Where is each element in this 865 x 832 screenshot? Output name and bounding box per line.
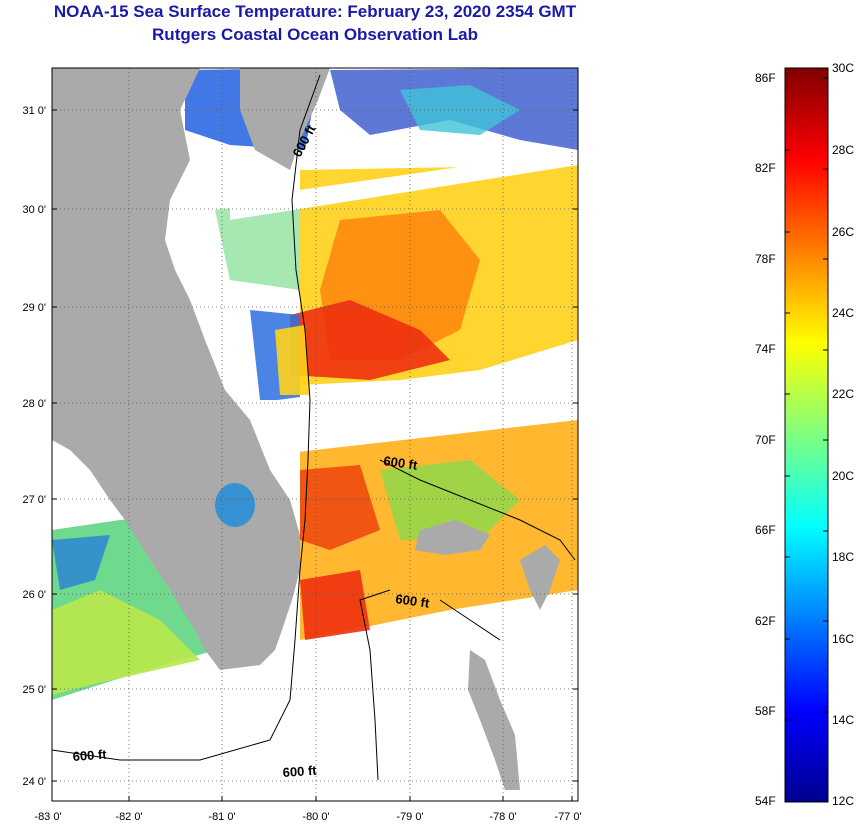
isobath-line-andros <box>439 599 501 641</box>
contour-label-bottom: 600 ft <box>282 763 318 780</box>
florida-panhandle <box>52 68 200 300</box>
abaco <box>520 545 560 610</box>
colorbar-f-86: 86F <box>755 71 776 85</box>
lon-label-82: -82 0' <box>115 811 142 823</box>
isobath-contour <box>52 74 576 781</box>
sst-patch-nw-green <box>215 200 300 290</box>
axis-ticks <box>52 109 578 801</box>
colorbar-c-30: 30C <box>832 61 855 75</box>
lat-label-30: 30 0' <box>22 204 46 216</box>
colorbar-c-16: 16C <box>832 632 855 646</box>
isobath-line-west <box>52 74 321 761</box>
lon-label-80: -80 0' <box>302 811 329 823</box>
lat-label-29: 29 0' <box>22 302 46 314</box>
lon-label-78: -78 0' <box>489 811 516 823</box>
colorbar-c-18: 18C <box>832 550 855 564</box>
andros <box>468 650 520 790</box>
map-title: NOAA-15 Sea Surface Temperature: Februar… <box>53 2 577 21</box>
map-frame <box>51 67 579 802</box>
colorbar-c-26: 26C <box>832 225 855 239</box>
contour-label-south: 600 ft <box>395 591 431 611</box>
colorbar-f-58: 58F <box>755 704 776 718</box>
colorbar-c-24: 24C <box>832 306 855 320</box>
colorbar-f-62: 62F <box>755 614 776 628</box>
grand-bahama <box>415 520 490 555</box>
lake-okeechobee <box>215 483 255 527</box>
colorbar-f-66: 66F <box>755 523 776 537</box>
colorbar-c-22: 22C <box>832 387 855 401</box>
lon-label-83: -83 0' <box>34 811 61 823</box>
sst-data-layer <box>52 68 578 700</box>
lon-label-79: -79 0' <box>396 811 423 823</box>
lon-label-81: -81 0' <box>208 811 235 823</box>
lon-label-77: -77 0' <box>554 811 581 823</box>
sst-patch-keys-red <box>300 570 370 640</box>
contour-label-bahamas: 600 ft <box>383 453 419 473</box>
lat-label-25: 25 0' <box>22 684 46 696</box>
colorbar-c-12: 12C <box>832 794 855 808</box>
land-layer <box>52 68 560 790</box>
lat-label-31: 31 0' <box>22 105 46 117</box>
map-subtitle: Rutgers Coastal Ocean Observation Lab <box>152 25 478 44</box>
colorbar-f-74: 74F <box>755 342 776 356</box>
sst-patch-south-red <box>300 465 380 550</box>
sst-patch-bahamas-green <box>380 460 520 540</box>
colorbar-f-54: 54F <box>755 794 776 808</box>
sst-patch-coast-yellow <box>275 325 310 395</box>
isobath-line-south <box>359 589 391 781</box>
lat-label-26: 26 0' <box>22 589 46 601</box>
contour-label-west: 600 ft <box>72 747 108 764</box>
isobath-line-bahamas <box>379 459 576 561</box>
colorbar-c-20: 20C <box>832 469 855 483</box>
sst-patch-gulf-warm <box>52 590 200 695</box>
data-gap-strip-north <box>230 150 578 220</box>
lat-label-27: 27 0' <box>22 494 46 506</box>
colorbar-c-28: 28C <box>832 143 855 157</box>
colorbar-c-14: 14C <box>832 713 855 727</box>
sst-patch-gulf-cool <box>52 535 110 590</box>
colorbar-f-82: 82F <box>755 161 776 175</box>
georgia-coast <box>240 68 330 170</box>
colorbar <box>784 67 829 803</box>
lat-label-24: 24 0' <box>22 776 46 788</box>
colorbar-f-70: 70F <box>755 433 776 447</box>
colorbar-ticks <box>785 77 828 721</box>
colorbar-f-78: 78F <box>755 252 776 266</box>
lat-label-28: 28 0' <box>22 398 46 410</box>
